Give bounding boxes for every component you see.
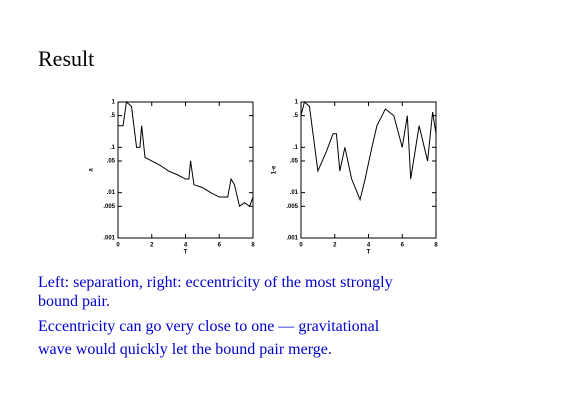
y-tick-label: .5 bbox=[293, 113, 299, 119]
y-tick-label: .001 bbox=[103, 236, 115, 242]
x-tick-label: 6 bbox=[401, 243, 405, 249]
y-tick-label: .5 bbox=[110, 113, 116, 119]
y-tick-label: .05 bbox=[290, 159, 299, 165]
y-tick-label: .01 bbox=[290, 190, 299, 196]
x-tick-label: 8 bbox=[434, 243, 438, 249]
x-tick-label: 2 bbox=[333, 243, 337, 249]
y-axis-label: 1-e bbox=[272, 165, 278, 174]
x-tick-label: 0 bbox=[116, 243, 120, 249]
y-tick-label: .1 bbox=[110, 145, 116, 151]
x-axis-label: T bbox=[367, 250, 371, 256]
body-line: Left: separation, right: eccentricity of… bbox=[38, 274, 393, 291]
x-tick-label: 0 bbox=[299, 243, 303, 249]
x-axis-label: T bbox=[184, 250, 188, 256]
x-tick-label: 4 bbox=[367, 243, 371, 249]
y-tick-label: .1 bbox=[293, 145, 299, 151]
y-tick-label: .005 bbox=[286, 204, 298, 210]
x-tick-label: 6 bbox=[218, 243, 222, 249]
y-tick-label: .01 bbox=[107, 190, 116, 196]
x-tick-label: 8 bbox=[251, 243, 255, 249]
y-tick-label: .05 bbox=[107, 159, 116, 165]
data-line bbox=[118, 101, 254, 208]
y-tick-label: 1 bbox=[112, 100, 116, 106]
y-tick-label: .005 bbox=[103, 204, 115, 210]
body-line: Eccentricity can go very close to one — … bbox=[38, 318, 380, 335]
slide-title: Result bbox=[38, 46, 94, 71]
x-tick-label: 4 bbox=[184, 243, 188, 249]
y-tick-label: .001 bbox=[286, 236, 298, 242]
body-line: bound pair. bbox=[38, 293, 110, 310]
x-tick-label: 2 bbox=[150, 243, 154, 249]
y-axis-label: a bbox=[89, 168, 95, 172]
data-line bbox=[300, 101, 437, 202]
y-tick-label: 1 bbox=[295, 100, 299, 106]
body-line: wave would quickly let the bound pair me… bbox=[38, 341, 332, 358]
